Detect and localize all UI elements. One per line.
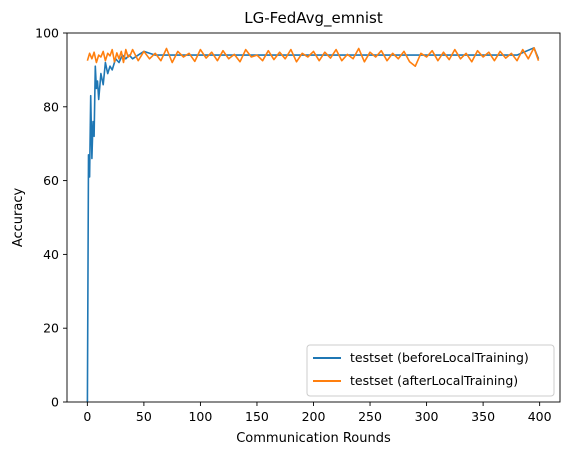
- legend-label-after: testset (afterLocalTraining): [350, 373, 518, 388]
- plot-area: [66, 32, 561, 403]
- y-tick-label: 100: [35, 26, 59, 41]
- x-tick-label: 200: [302, 409, 326, 424]
- y-tick-label: 80: [43, 99, 59, 114]
- legend: testset (beforeLocalTraining) testset (a…: [306, 344, 555, 397]
- x-tick-label: 250: [358, 409, 382, 424]
- y-axis-label: Accuracy: [11, 188, 26, 248]
- plot-frame-fill: [67, 33, 560, 402]
- x-tick-label: 100: [188, 409, 212, 424]
- legend-box: [306, 344, 555, 397]
- y-tick-label: 40: [43, 247, 59, 262]
- x-axis-label: Communication Rounds: [236, 431, 391, 446]
- x-axis: 0 50 100 150 200 250 300 350 400: [83, 402, 552, 424]
- series-line-after-local-training: [86, 46, 540, 67]
- series-line-before-local-training: [86, 46, 540, 403]
- x-tick-label: 350: [471, 409, 495, 424]
- series-layer: [86, 46, 540, 403]
- y-tick-label: 20: [43, 321, 59, 336]
- y-tick-label: 60: [43, 173, 59, 188]
- y-axis: 0 20 40 60 80 100: [35, 26, 67, 410]
- y-tick-label: 0: [51, 395, 59, 410]
- legend-label-before: testset (beforeLocalTraining): [350, 350, 529, 365]
- x-tick-label: 300: [415, 409, 439, 424]
- x-tick-label: 400: [528, 409, 552, 424]
- x-tick-label: 0: [83, 409, 91, 424]
- x-tick-label: 150: [245, 409, 269, 424]
- chart-title: LG-FedAvg_emnist: [244, 9, 383, 28]
- x-tick-label: 50: [136, 409, 152, 424]
